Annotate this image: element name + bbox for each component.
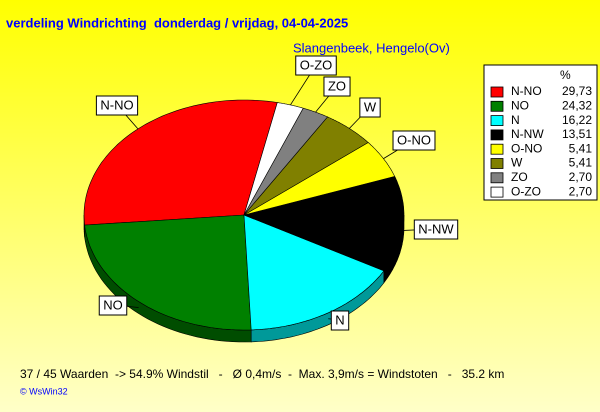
legend-swatch — [490, 100, 504, 112]
legend-value: 13,51 — [562, 127, 592, 141]
legend-label: N — [511, 113, 520, 127]
pie-slice — [243, 214, 385, 331]
label-box — [98, 295, 128, 316]
legend-label: N-NW — [511, 127, 544, 141]
slice-label: O-NO — [397, 132, 431, 147]
legend-swatch — [490, 186, 504, 198]
legend-swatch — [490, 86, 504, 98]
legend-swatch — [490, 172, 504, 184]
legend-value: 2,70 — [569, 170, 593, 184]
legend-label: ZO — [511, 170, 528, 184]
legend-swatch — [490, 143, 504, 155]
legend-label: W — [511, 156, 523, 170]
legend-header: % — [560, 68, 571, 82]
legend-swatch — [490, 129, 504, 141]
legend-label: O-NO — [511, 141, 542, 155]
legend-value: 2,70 — [569, 184, 593, 198]
slice-label: ZO — [328, 78, 346, 93]
legend-value: 5,41 — [569, 156, 593, 170]
legend-label: NO — [511, 98, 529, 112]
slice-label: W — [364, 99, 377, 114]
slice-label: N-NO — [100, 97, 133, 112]
pie-slice — [243, 176, 405, 272]
label-box — [413, 219, 459, 240]
label-box — [392, 130, 436, 151]
label-box — [323, 76, 351, 97]
pie-slice — [83, 99, 278, 226]
slice-label: O-ZO — [300, 57, 333, 72]
legend-swatch — [490, 158, 504, 169]
pie-slice — [84, 214, 252, 331]
pie-slice — [243, 107, 328, 216]
slice-label: N — [335, 312, 344, 327]
label-box — [295, 55, 337, 76]
label-box — [330, 310, 350, 331]
legend-value: 5,41 — [569, 141, 593, 155]
legend-label: N-NO — [511, 84, 542, 98]
legend-value: 24,32 — [562, 98, 592, 112]
footer: 37 / 45 Waarden -> 54.9% Windstil - Ø 0,… — [20, 367, 504, 381]
label-box — [95, 95, 139, 116]
slice-label: N-NW — [418, 221, 454, 236]
legend-swatch — [490, 115, 504, 126]
legend-value: 29,73 — [562, 84, 592, 98]
slice-label: NO — [103, 297, 123, 312]
chart-title: verdeling Windrichting donderdag / vrijd… — [6, 15, 348, 30]
chart-subtitle: Slangenbeek, Hengelo(Ov) — [293, 40, 450, 55]
legend-value: 16,22 — [562, 113, 592, 127]
legend-label: O-ZO — [511, 184, 541, 198]
label-box — [359, 97, 381, 118]
credit: © WsWin32 — [20, 386, 68, 396]
